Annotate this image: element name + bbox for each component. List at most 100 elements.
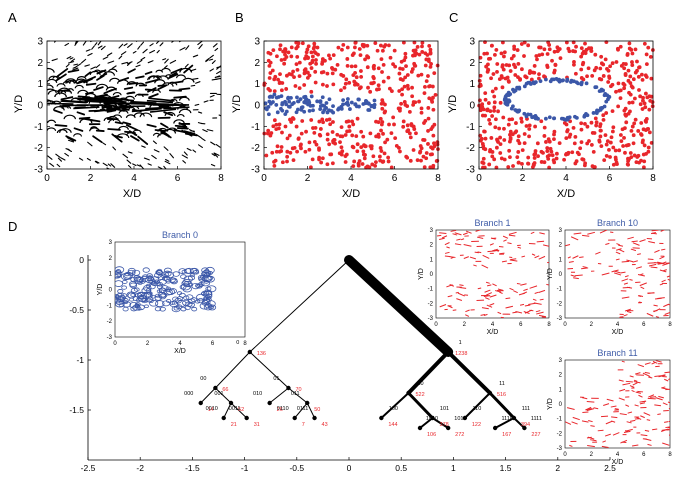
panel-c-point-red xyxy=(540,52,545,57)
inset-ytick-label: 0 xyxy=(559,402,563,408)
inset-ytick-label: -3 xyxy=(557,316,563,322)
inset-glyph xyxy=(197,282,204,288)
panel-d-node-count: 522 xyxy=(416,392,425,398)
panel-b-point-blue xyxy=(268,94,273,99)
inset-glyph xyxy=(621,260,630,263)
panel-c-point-red xyxy=(506,79,511,83)
panel-a-glyph xyxy=(127,43,133,48)
panel-c-point-red xyxy=(636,74,641,79)
panel-a-glyph xyxy=(94,160,99,164)
panel-b-point-red xyxy=(394,143,399,148)
inset-glyph xyxy=(646,419,651,421)
inset-xtick-label: 4 xyxy=(491,322,495,328)
inset-xtick-label: 2 xyxy=(463,322,467,328)
inset-glyph xyxy=(611,416,618,419)
panel-b-point-red xyxy=(362,156,367,161)
panel-a-glyph xyxy=(181,77,195,83)
panel-c-point-blue xyxy=(573,114,577,119)
panel-c-point-red xyxy=(583,51,588,56)
panel-b-point-red xyxy=(283,124,288,129)
inset-glyph xyxy=(632,444,639,447)
panel-c-point-red xyxy=(564,151,569,156)
panel-d-node-count: 26 xyxy=(277,407,283,413)
panel-a-glyph xyxy=(56,83,66,87)
panel-c-point-red xyxy=(557,47,562,51)
inset-glyph xyxy=(662,402,668,406)
panel-b-point-red xyxy=(403,75,408,80)
inset-glyph xyxy=(621,278,629,282)
panel-c-point-red xyxy=(581,60,586,65)
panel-a-glyph xyxy=(72,67,79,71)
inset-glyph xyxy=(176,291,183,296)
panel-a-glyph xyxy=(76,111,86,116)
panel-a-glyph xyxy=(111,65,117,70)
inset-glyph xyxy=(534,255,540,259)
inset-glyph xyxy=(663,303,670,308)
panel-b-point-red xyxy=(410,67,415,71)
panel-d-branch-id: 100 xyxy=(389,406,398,412)
panel-c-point-red xyxy=(534,54,539,58)
inset-glyph xyxy=(546,283,549,286)
panel-a-glyph xyxy=(121,51,127,56)
inset-glyph xyxy=(497,288,504,291)
panel-c-point-red xyxy=(545,149,550,154)
panel-a-glyph xyxy=(60,100,87,104)
inset-glyph xyxy=(614,272,622,276)
inset-glyph xyxy=(183,280,193,288)
inset-ytick-label: -3 xyxy=(428,316,434,322)
inset-glyph xyxy=(444,242,450,246)
inset-glyph xyxy=(499,252,505,255)
panel-c-point-red xyxy=(497,126,502,131)
panel-a-glyph xyxy=(127,68,136,74)
panel-c-point-red xyxy=(622,135,626,140)
inset-glyph xyxy=(612,432,620,436)
panel-b-xtick-label: 8 xyxy=(435,173,441,184)
panel-b-point-red xyxy=(370,162,375,167)
inset-glyph xyxy=(661,279,666,283)
panel-a-glyph xyxy=(156,41,160,44)
panel-c-point-red xyxy=(488,121,492,126)
panel-d-edge-010 xyxy=(269,387,289,404)
panel-b-point-red xyxy=(309,118,314,122)
inset-xtick-label: 4 xyxy=(616,322,620,328)
inset-glyph xyxy=(481,264,489,269)
panel-b-point-blue xyxy=(287,99,292,104)
panel-b-point-red xyxy=(294,124,299,129)
inset-glyph xyxy=(187,275,196,281)
panel-c-point-red xyxy=(495,62,500,66)
panel-b-point-red xyxy=(432,141,436,146)
panel-c-point-red xyxy=(598,66,603,71)
panel-c-point-red xyxy=(491,72,496,76)
panel-c-point-red xyxy=(579,46,584,51)
panel-a-glyph xyxy=(66,56,72,60)
inset-glyph xyxy=(489,294,497,298)
panel-a-glyph xyxy=(118,77,130,82)
panel-b-point-red xyxy=(431,133,436,138)
panel-b-point-red xyxy=(347,124,352,129)
panel-b-point-red xyxy=(359,129,364,134)
panel-c-point-red xyxy=(510,132,515,137)
panel-c-point-red xyxy=(524,124,529,128)
panel-c-point-red xyxy=(539,160,544,164)
panel-c-point-red xyxy=(604,111,609,115)
panel-c-point-red xyxy=(572,141,577,146)
panel-a-glyph xyxy=(60,96,74,101)
panel-c-point-red xyxy=(545,52,550,56)
inset-glyph xyxy=(123,273,133,280)
panel-c-point-red xyxy=(533,124,538,129)
panel-b-point-red xyxy=(424,156,429,161)
panel-b-point-red xyxy=(280,160,285,165)
panel-c-point-red xyxy=(528,69,532,73)
panel-c-point-red xyxy=(558,56,563,61)
inset-glyph xyxy=(481,307,489,310)
inset-xlabel: X/D xyxy=(174,348,186,355)
panel-c-point-red xyxy=(601,117,606,122)
panel-b-point-red xyxy=(341,42,346,47)
panel-b-point-red xyxy=(328,152,333,157)
panel-b-point-red xyxy=(382,151,387,156)
panel-b-point-red xyxy=(388,55,393,60)
panel-c-point-blue xyxy=(556,78,561,82)
panel-a-glyph xyxy=(135,64,141,68)
panel-c-point-red xyxy=(601,62,606,67)
panel-b-point-red xyxy=(428,64,433,69)
